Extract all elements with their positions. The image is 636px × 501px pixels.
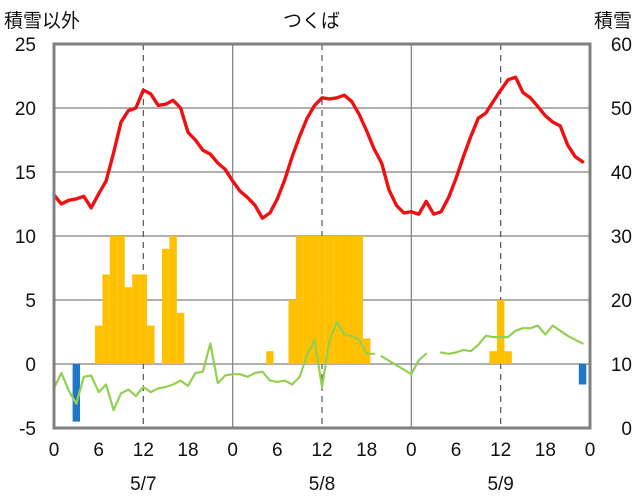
- x-tick-label: 0: [227, 440, 238, 461]
- bar-layer: [72, 236, 587, 422]
- series-line: [52, 320, 376, 412]
- bar-mark: [117, 236, 125, 364]
- series-line: [440, 324, 584, 355]
- bar-mark: [147, 325, 155, 364]
- left-tick-label: -5: [19, 419, 36, 440]
- date-label: 5/8: [309, 474, 335, 495]
- bar-mark: [102, 274, 110, 364]
- bar-mark: [169, 236, 177, 364]
- bar-mark: [333, 236, 341, 364]
- bar-mark: [355, 236, 363, 364]
- bar-mark: [124, 287, 133, 364]
- bar-mark: [496, 300, 505, 364]
- bar-mark: [176, 312, 185, 364]
- left-axis-title: 積雪以外: [4, 11, 81, 32]
- bar-mark: [318, 236, 326, 364]
- bar-mark: [295, 236, 304, 364]
- bar-mark: [325, 236, 334, 364]
- x-tick-label: 12: [311, 440, 332, 461]
- right-tick-label: 20: [611, 291, 632, 312]
- left-tick-label: 0: [25, 355, 36, 376]
- x-tick-label: 0: [406, 440, 417, 461]
- date-label: 5/7: [130, 474, 156, 495]
- bar-mark: [266, 351, 274, 364]
- x-tick-label: 0: [49, 440, 60, 461]
- bar-mark: [109, 236, 118, 364]
- bar-mark: [72, 364, 81, 422]
- left-tick-label: 20: [15, 99, 36, 120]
- x-tick-label: 6: [272, 440, 283, 461]
- x-tick-label: 6: [93, 440, 104, 461]
- bar-mark: [348, 236, 356, 364]
- plot-frame: [52, 42, 592, 430]
- date-label: 5/9: [487, 474, 513, 495]
- bar-mark: [161, 248, 170, 364]
- x-tick-label: 0: [585, 440, 596, 461]
- left-tick-label: 25: [15, 35, 36, 56]
- bar-mark: [362, 338, 371, 364]
- left-tick-label: 15: [15, 163, 36, 184]
- bar-mark: [504, 351, 512, 364]
- right-tick-label: 0: [621, 419, 632, 440]
- bar-mark: [303, 236, 311, 364]
- right-axis-title: 積雪: [593, 11, 632, 32]
- series-line: [52, 75, 585, 220]
- series-line: [380, 352, 428, 376]
- bar-mark: [132, 274, 140, 364]
- bar-mark: [94, 325, 103, 364]
- left-tick-label: 5: [25, 291, 36, 312]
- x-tick-label: 18: [535, 440, 556, 461]
- bar-mark: [310, 236, 319, 364]
- left-tick-label: 10: [15, 227, 36, 248]
- frame-layer: [52, 42, 592, 430]
- chart-title: つくば: [283, 11, 341, 32]
- x-tick-label: 18: [356, 440, 377, 461]
- bar-mark: [288, 300, 296, 364]
- x-tick-label: 12: [133, 440, 154, 461]
- x-tick-label: 18: [177, 440, 198, 461]
- right-tick-label: 40: [611, 163, 632, 184]
- right-tick-label: 10: [611, 355, 632, 376]
- x-tick-label: 6: [451, 440, 462, 461]
- right-tick-label: 60: [611, 35, 632, 56]
- bar-mark: [139, 274, 148, 364]
- bar-mark: [340, 236, 349, 364]
- bar-mark: [578, 364, 587, 385]
- right-tick-label: 50: [611, 99, 632, 120]
- bar-mark: [489, 351, 497, 364]
- right-tick-label: 30: [611, 227, 632, 248]
- x-tick-label: 12: [490, 440, 511, 461]
